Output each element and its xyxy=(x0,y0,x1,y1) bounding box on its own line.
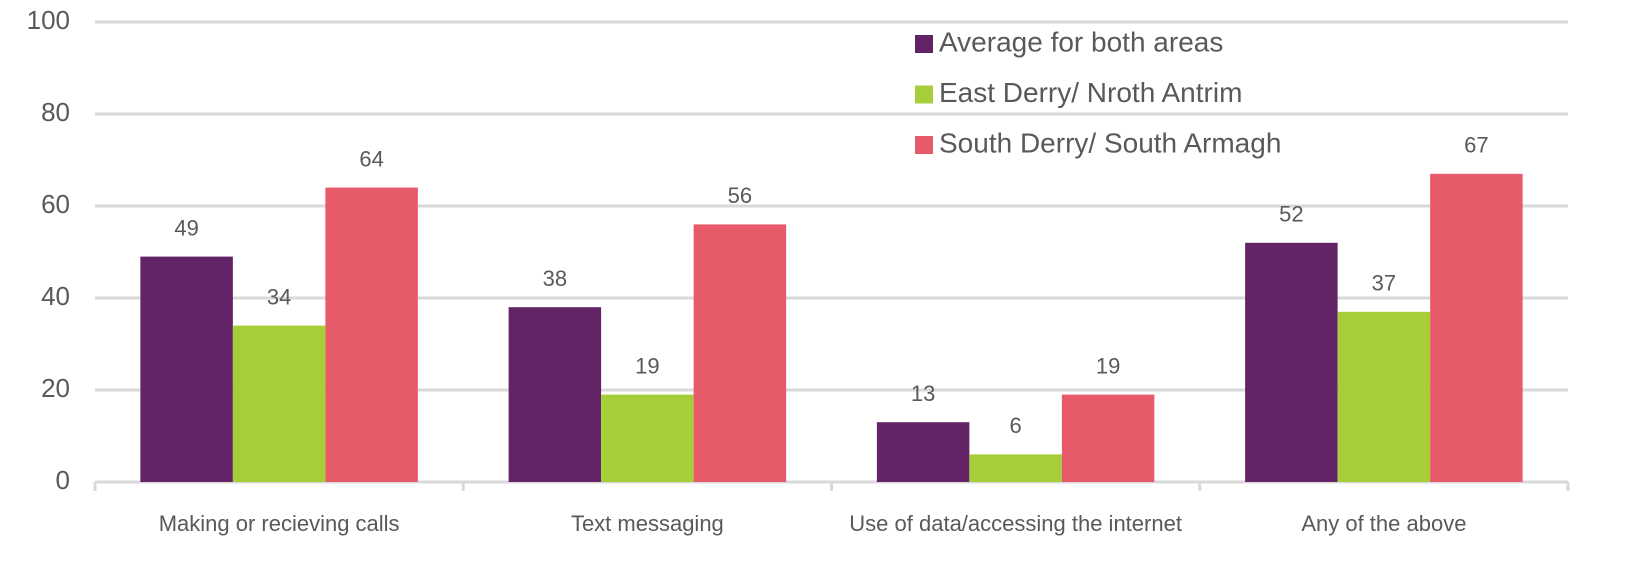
value-label: 49 xyxy=(174,215,198,240)
bar xyxy=(232,325,326,482)
value-label: 64 xyxy=(359,146,383,171)
x-tick-label: Any of the above xyxy=(1301,511,1466,536)
value-label: 37 xyxy=(1372,271,1396,296)
value-label: 52 xyxy=(1279,202,1303,227)
bar xyxy=(601,394,694,482)
x-tick-label: Making or recieving calls xyxy=(159,511,400,536)
bar xyxy=(508,307,602,482)
x-tick-label: Use of data/accessing the internet xyxy=(849,511,1182,536)
bar xyxy=(1245,242,1338,482)
y-tick-label: 40 xyxy=(41,281,70,311)
y-tick-label: 0 xyxy=(56,465,70,495)
legend-swatch xyxy=(915,85,933,104)
legend-label: East Derry/ Nroth Antrim xyxy=(939,77,1242,108)
value-label: 56 xyxy=(728,183,752,208)
bar xyxy=(969,454,1062,482)
bar xyxy=(693,224,787,482)
value-label: 34 xyxy=(267,284,291,309)
value-label: 67 xyxy=(1464,133,1488,158)
y-tick-label: 80 xyxy=(41,97,70,127)
legend-label: Average for both areas xyxy=(939,26,1223,57)
y-tick-label: 20 xyxy=(41,373,70,403)
legend-label: South Derry/ South Armagh xyxy=(939,127,1281,158)
bar xyxy=(325,187,418,482)
value-label: 13 xyxy=(911,381,935,406)
bar xyxy=(1061,394,1155,482)
legend-swatch xyxy=(915,136,933,154)
value-label: 38 xyxy=(543,266,567,291)
x-tick-label: Text messaging xyxy=(571,511,724,536)
y-tick-label: 60 xyxy=(41,189,70,219)
value-label: 6 xyxy=(1010,413,1022,438)
legend-swatch xyxy=(915,35,933,53)
value-label: 19 xyxy=(1096,353,1120,378)
value-label: 19 xyxy=(635,353,659,378)
bar xyxy=(140,256,233,482)
bar xyxy=(1430,173,1523,483)
bar xyxy=(876,422,970,482)
y-tick-label: 100 xyxy=(27,5,70,35)
bar xyxy=(1337,311,1431,482)
